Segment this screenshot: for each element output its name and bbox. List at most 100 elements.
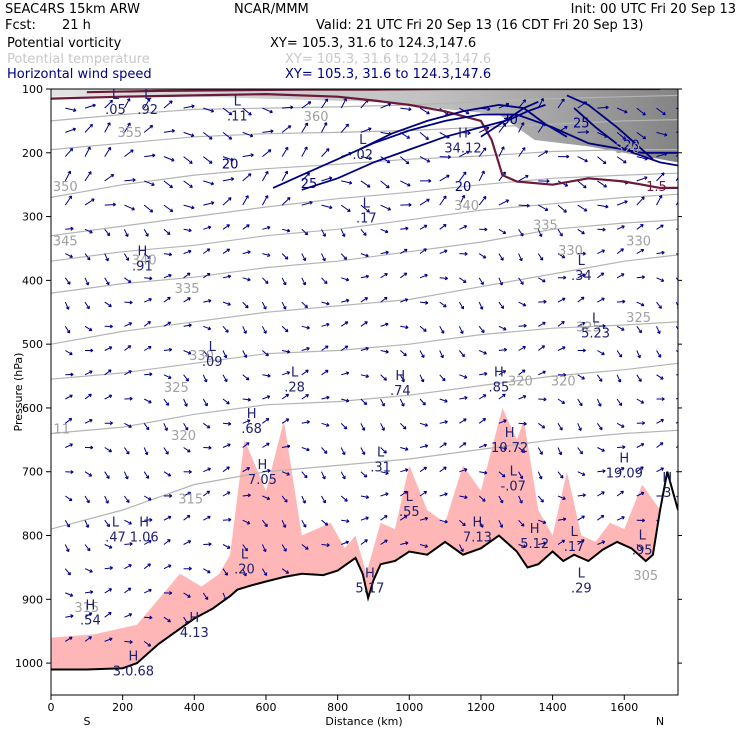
y-tick-label: 500 xyxy=(22,338,43,351)
wind-vector xyxy=(65,614,74,619)
wind-vector xyxy=(340,471,346,480)
wind-vector xyxy=(124,519,132,525)
hl-value: .95 xyxy=(632,543,653,558)
hl-letter: L xyxy=(112,516,120,531)
wind-vector xyxy=(597,204,609,209)
hl-letter: H xyxy=(138,244,148,259)
hl-letter: L xyxy=(241,547,249,562)
wind-vector xyxy=(65,253,73,258)
wind-vector xyxy=(340,123,349,133)
wind-vector xyxy=(281,568,290,574)
wind-vector xyxy=(163,616,171,623)
wind-vector xyxy=(558,154,570,159)
wind-vector xyxy=(478,195,487,206)
wind-vector xyxy=(557,423,563,431)
wind-vector xyxy=(479,443,488,448)
wind-vector xyxy=(399,156,410,165)
contour-label: 360 xyxy=(304,110,329,125)
wind-vector xyxy=(104,519,110,528)
wind-vector xyxy=(183,156,193,164)
wind-vector xyxy=(104,324,113,329)
wind-vector xyxy=(163,347,173,352)
wind-vector xyxy=(518,395,527,400)
wind-vector xyxy=(202,374,208,383)
wind-vector xyxy=(84,277,90,286)
wind-vector xyxy=(123,229,129,238)
wind-vector xyxy=(183,323,192,328)
wind-vector xyxy=(143,495,152,501)
wind-vector xyxy=(419,350,425,359)
wind-vector xyxy=(557,98,565,109)
wind-vector xyxy=(636,491,645,497)
hl-letter: L xyxy=(406,490,414,505)
theta-contour xyxy=(51,254,678,345)
field-ws-xy: XY= 105.3, 31.6 to 124.3,147.6 xyxy=(285,67,492,82)
wind-vector xyxy=(222,301,231,306)
endpoint-right: N xyxy=(656,715,664,728)
wind-vector xyxy=(380,273,388,279)
wind-vector xyxy=(163,471,172,477)
contour-label: 345 xyxy=(53,234,78,249)
wind-vector xyxy=(557,471,564,479)
contour-label: 320 xyxy=(551,375,576,390)
contour-label: 335 xyxy=(533,218,558,233)
wind-vector xyxy=(124,587,132,594)
wind-vector xyxy=(597,156,607,165)
theta-contour xyxy=(51,94,678,122)
wind-vector xyxy=(163,156,175,162)
wind-vector xyxy=(163,321,172,327)
wind-vector xyxy=(183,566,192,571)
wind-vector xyxy=(64,568,71,576)
contour-label: 11 xyxy=(53,423,70,438)
wind-vector xyxy=(340,495,348,502)
wind-vector xyxy=(242,195,249,206)
wind-vector xyxy=(439,398,448,403)
wind-vector xyxy=(459,251,468,256)
wind-vector xyxy=(518,519,525,527)
wind-vector xyxy=(123,253,129,261)
wind-vector xyxy=(203,325,212,331)
wind-vector xyxy=(577,471,586,476)
wind-vector xyxy=(360,398,368,406)
theta-contour xyxy=(51,429,678,530)
wind-vector xyxy=(222,224,230,230)
wind-vector xyxy=(281,393,290,400)
contour-label: 25 xyxy=(301,177,318,192)
wind-vector xyxy=(380,398,385,407)
wind-vector xyxy=(321,345,329,351)
wind-vector xyxy=(84,393,92,400)
contour-label: 315 xyxy=(178,493,203,508)
wind-vector xyxy=(202,490,211,497)
wind-vector xyxy=(163,564,172,570)
hl-letter: L xyxy=(291,366,299,381)
wind-vector xyxy=(675,326,678,333)
wind-vector xyxy=(262,395,271,400)
wind-vector xyxy=(597,350,605,356)
hl-letter: L xyxy=(592,311,600,326)
wind-vector xyxy=(479,470,488,475)
wind-vector xyxy=(163,204,174,213)
wind-vector xyxy=(656,442,664,448)
wind-vector xyxy=(104,146,112,157)
wind-vector xyxy=(597,491,605,497)
wind-vector xyxy=(498,301,505,309)
wind-vector xyxy=(261,544,267,553)
wind-vector xyxy=(321,495,326,504)
contour-label: 320 xyxy=(171,429,196,444)
wind-vector xyxy=(360,274,370,279)
wind-vector xyxy=(616,374,622,383)
wind-vector xyxy=(144,517,153,522)
contour-label: 330 xyxy=(626,234,651,249)
wind-vector xyxy=(84,568,93,573)
wind-vector xyxy=(183,204,195,210)
wind-vector xyxy=(459,495,468,500)
wind-vector xyxy=(84,495,90,504)
wind-vector xyxy=(676,253,678,255)
wind-vector xyxy=(242,153,254,158)
hl-value: 5.17 xyxy=(355,582,384,597)
wind-vector xyxy=(143,253,151,259)
wind-vector xyxy=(478,126,490,133)
wind-vector xyxy=(675,421,678,424)
wind-vector xyxy=(262,519,268,528)
wind-vector xyxy=(518,147,526,157)
